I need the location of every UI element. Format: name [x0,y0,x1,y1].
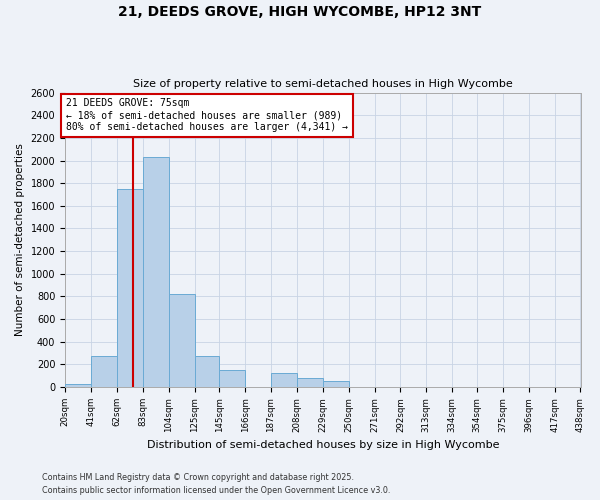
Title: Size of property relative to semi-detached houses in High Wycombe: Size of property relative to semi-detach… [133,79,512,89]
Bar [219,370,245,387]
Y-axis label: Number of semi-detached properties: Number of semi-detached properties [15,144,25,336]
Bar [271,374,297,387]
Bar [194,356,219,387]
Bar [91,356,117,387]
Bar [297,378,323,387]
Bar [65,384,91,387]
Text: 21 DEEDS GROVE: 75sqm
← 18% of semi-detached houses are smaller (989)
80% of sem: 21 DEEDS GROVE: 75sqm ← 18% of semi-deta… [65,98,347,132]
Bar [169,294,194,387]
Bar [323,382,349,387]
Text: 21, DEEDS GROVE, HIGH WYCOMBE, HP12 3NT: 21, DEEDS GROVE, HIGH WYCOMBE, HP12 3NT [118,5,482,19]
X-axis label: Distribution of semi-detached houses by size in High Wycombe: Distribution of semi-detached houses by … [146,440,499,450]
Bar [143,157,169,387]
Text: Contains HM Land Registry data © Crown copyright and database right 2025.
Contai: Contains HM Land Registry data © Crown c… [42,474,391,495]
Bar [117,189,143,387]
